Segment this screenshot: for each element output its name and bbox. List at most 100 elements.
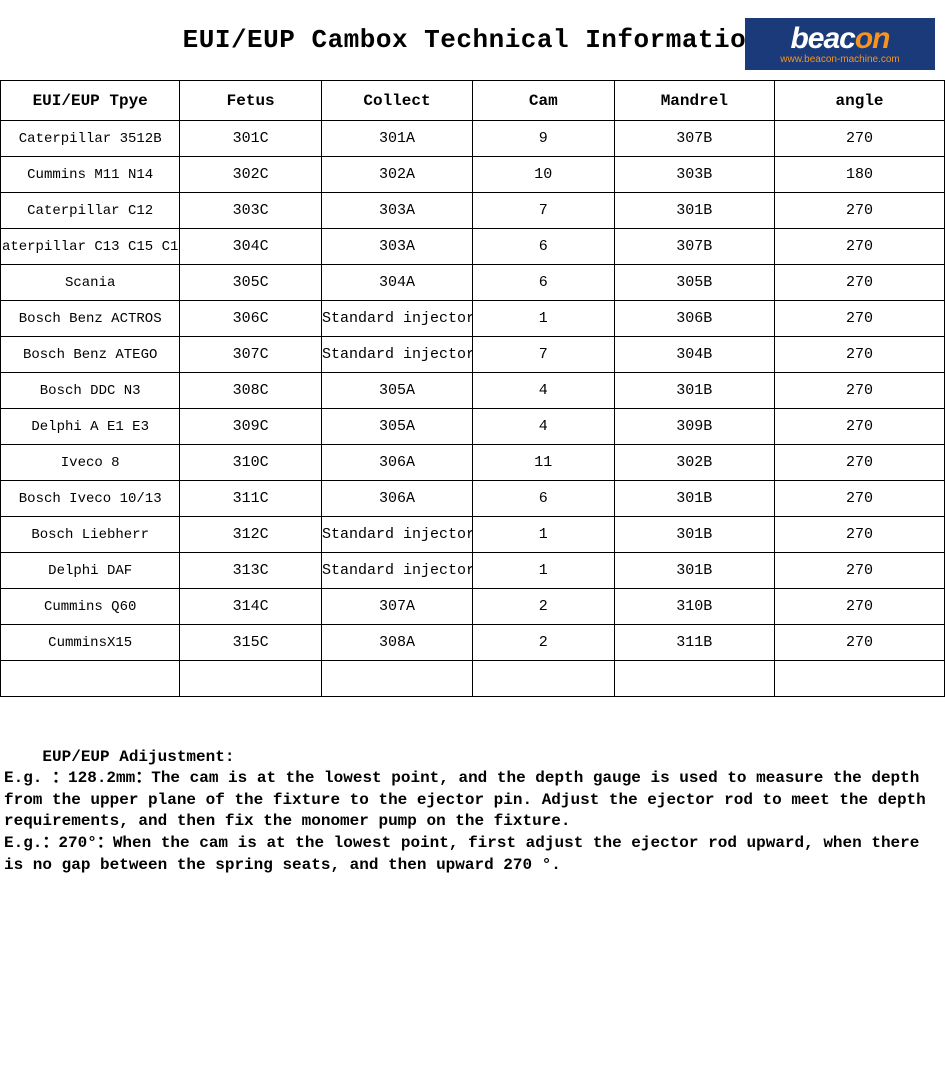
table-head: EUI/EUP TpyeFetusCollectCamMandrelangle [1, 81, 945, 121]
header: EUI/EUP Cambox Technical Information bea… [0, 0, 945, 80]
table-cell: Bosch Benz ATEGO [1, 337, 180, 373]
table-cell: Standard injector [321, 517, 472, 553]
table-cell: 311B [614, 625, 774, 661]
table-cell: 301C [180, 121, 322, 157]
table-cell: 304B [614, 337, 774, 373]
table-cell: 270 [775, 625, 945, 661]
table-cell [321, 661, 472, 697]
column-header: Mandrel [614, 81, 774, 121]
table-cell: Bosch Benz ACTROS [1, 301, 180, 337]
table-cell: Caterpillar 3512B [1, 121, 180, 157]
table-cell: 10 [472, 157, 614, 193]
table-cell: 11 [472, 445, 614, 481]
table-cell: 301B [614, 481, 774, 517]
notes-heading: EUP/EUP Adijustment: [42, 748, 234, 766]
table-cell [775, 661, 945, 697]
table-row: aterpillar C13 C15 C1304C303A6307B270 [1, 229, 945, 265]
table-cell: 2 [472, 625, 614, 661]
table-cell [1, 661, 180, 697]
table-cell: 311C [180, 481, 322, 517]
table-cell: 270 [775, 409, 945, 445]
table-row: Caterpillar C12303C303A7301B270 [1, 193, 945, 229]
table-cell: Cummins M11 N14 [1, 157, 180, 193]
table-cell: Iveco 8 [1, 445, 180, 481]
table-body: Caterpillar 3512B301C301A9307B270Cummins… [1, 121, 945, 697]
table-cell: 307C [180, 337, 322, 373]
table-cell: Standard injector [321, 553, 472, 589]
table-cell: Scania [1, 265, 180, 301]
table-cell: 310C [180, 445, 322, 481]
adjustment-notes: EUP/EUP Adijustment: E.g. ：128.2mm：The c… [0, 725, 945, 898]
table-cell [180, 661, 322, 697]
table-cell: 306A [321, 481, 472, 517]
table-row: Delphi DAF313CStandard injector1301B270 [1, 553, 945, 589]
table-cell: 270 [775, 481, 945, 517]
table-cell: 301B [614, 193, 774, 229]
cambox-table: EUI/EUP TpyeFetusCollectCamMandrelangle … [0, 80, 945, 697]
table-cell: 306B [614, 301, 774, 337]
table-cell: 270 [775, 337, 945, 373]
table-row: Cummins Q60314C307A2310B270 [1, 589, 945, 625]
logo-main: beac [790, 22, 854, 55]
table-cell: 301A [321, 121, 472, 157]
table-row: Bosch Benz ACTROS306CStandard injector13… [1, 301, 945, 337]
table-cell: 1 [472, 517, 614, 553]
table-row: Iveco 8310C306A11302B270 [1, 445, 945, 481]
table-row: Delphi A E1 E3309C305A4309B270 [1, 409, 945, 445]
table-row: Bosch Iveco 10/13311C306A6301B270 [1, 481, 945, 517]
table-cell: 310B [614, 589, 774, 625]
column-header: Collect [321, 81, 472, 121]
table-cell [472, 661, 614, 697]
table-cell: 180 [775, 157, 945, 193]
table-cell: 270 [775, 301, 945, 337]
table-row: Bosch Liebherr312CStandard injector1301B… [1, 517, 945, 553]
table-row [1, 661, 945, 697]
table-cell: 305A [321, 373, 472, 409]
table-cell: 2 [472, 589, 614, 625]
table-cell: 302C [180, 157, 322, 193]
table-cell: 270 [775, 589, 945, 625]
column-header: Fetus [180, 81, 322, 121]
column-header: Cam [472, 81, 614, 121]
table-cell: 270 [775, 193, 945, 229]
table-cell: 270 [775, 121, 945, 157]
column-header: EUI/EUP Tpye [1, 81, 180, 121]
table-cell: 303A [321, 193, 472, 229]
table-cell: 304A [321, 265, 472, 301]
table-cell: 301B [614, 373, 774, 409]
table-cell: 306C [180, 301, 322, 337]
table-cell: 307B [614, 229, 774, 265]
table-row: Scania305C304A6305B270 [1, 265, 945, 301]
table-cell [614, 661, 774, 697]
table-cell: Standard injector [321, 337, 472, 373]
table-cell: Bosch DDC N3 [1, 373, 180, 409]
notes-body: E.g. ：128.2mm：The cam is at the lowest p… [4, 769, 935, 873]
table-cell: 314C [180, 589, 322, 625]
table-cell: 305A [321, 409, 472, 445]
table-cell: 306A [321, 445, 472, 481]
table-cell: 9 [472, 121, 614, 157]
table-cell: 1 [472, 301, 614, 337]
table-cell: 309B [614, 409, 774, 445]
table-cell: 270 [775, 445, 945, 481]
table-cell: 270 [775, 517, 945, 553]
table-cell: 270 [775, 373, 945, 409]
page-title: EUI/EUP Cambox Technical Information [183, 25, 763, 55]
table-cell: Bosch Liebherr [1, 517, 180, 553]
table-cell: 7 [472, 193, 614, 229]
table-header-row: EUI/EUP TpyeFetusCollectCamMandrelangle [1, 81, 945, 121]
table-row: Bosch DDC N3308C305A4301B270 [1, 373, 945, 409]
logo-accent: on [855, 22, 890, 55]
table-cell: Standard injector [321, 301, 472, 337]
table-cell: 7 [472, 337, 614, 373]
table-cell: 4 [472, 373, 614, 409]
brand-logo: beacon www.beacon-machine.com [745, 18, 935, 70]
page-root: EUI/EUP Cambox Technical Information bea… [0, 0, 945, 898]
table-cell: 270 [775, 553, 945, 589]
table-cell: 304C [180, 229, 322, 265]
table-cell: 312C [180, 517, 322, 553]
table-cell: 301B [614, 553, 774, 589]
table-cell: 6 [472, 229, 614, 265]
table-cell: 303A [321, 229, 472, 265]
logo-url: www.beacon-machine.com [780, 55, 900, 65]
